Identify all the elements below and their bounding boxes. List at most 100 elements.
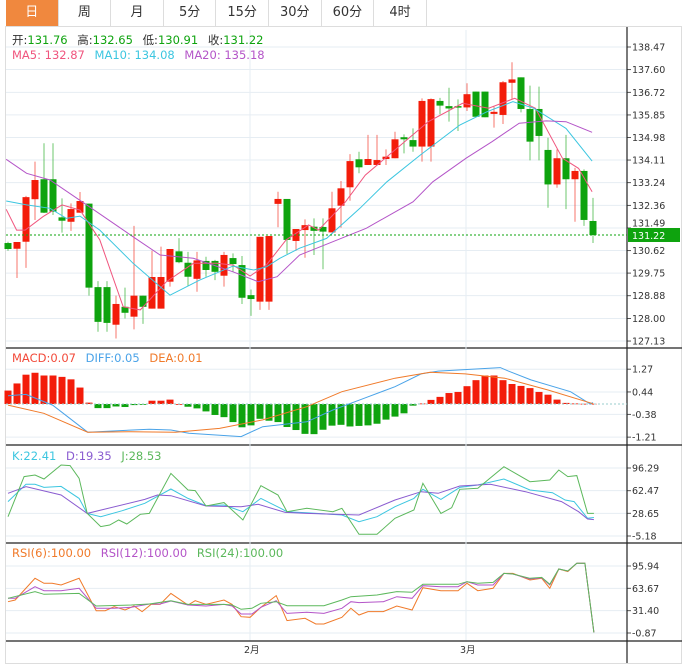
tab-week[interactable]: 周 (59, 0, 112, 26)
macd-bar (274, 404, 282, 423)
rsi24-value: RSI(24):100.00 (196, 546, 284, 560)
candle-up[interactable] (427, 99, 435, 147)
candle-down[interactable] (238, 265, 246, 298)
candle-up[interactable] (553, 158, 561, 185)
candle-down[interactable] (454, 106, 462, 108)
candle-down[interactable] (445, 106, 453, 109)
macd-bar (67, 379, 75, 404)
candle-up[interactable] (130, 295, 138, 317)
candle-up[interactable] (157, 276, 165, 309)
ohlc-legend: 开:131.76 高:132.65 低:130.91 收:131.22 (12, 33, 269, 47)
macd-bar (220, 404, 228, 418)
candle-down[interactable] (589, 220, 597, 235)
tab-day[interactable]: 日 (6, 0, 59, 26)
candle-up[interactable] (193, 260, 201, 279)
candle-up[interactable] (364, 159, 372, 165)
candle-down[interactable] (103, 287, 111, 323)
candle-down[interactable] (229, 258, 237, 265)
candle-up[interactable] (337, 188, 345, 206)
tab-15min[interactable]: 15分 (216, 0, 269, 26)
macd-bar (481, 375, 489, 404)
candle-up[interactable] (166, 248, 174, 282)
macd-bar (202, 404, 210, 412)
candle-down[interactable] (436, 100, 444, 106)
candle-down[interactable] (283, 198, 291, 240)
candle-up[interactable] (22, 197, 30, 242)
tab-60min[interactable]: 60分 (322, 0, 375, 26)
candle-down[interactable] (121, 306, 129, 313)
macd-bar (544, 394, 552, 404)
candle-down[interactable] (580, 170, 588, 220)
x-tick-label: 3月 (460, 645, 476, 656)
macd-bar (4, 390, 12, 404)
candle-up[interactable] (346, 161, 354, 188)
candle-down[interactable] (40, 179, 48, 213)
candle-up[interactable] (13, 241, 21, 249)
candle-up[interactable] (418, 100, 426, 147)
candle-down[interactable] (400, 137, 408, 140)
candle-down[interactable] (544, 149, 552, 185)
high-label: 高: (77, 33, 93, 47)
candle-up[interactable] (112, 303, 120, 325)
candle-up[interactable] (31, 180, 39, 200)
candle-up[interactable] (67, 209, 75, 222)
candle-down[interactable] (319, 226, 327, 232)
candle-up[interactable] (463, 94, 471, 108)
d-value: D:19.35 (66, 449, 112, 463)
y-tick-label: 127.13 (632, 337, 665, 348)
candle-up[interactable] (508, 79, 516, 83)
macd-bar (400, 404, 408, 414)
d-line (7, 483, 594, 521)
candle-down[interactable] (202, 260, 210, 270)
candle-up[interactable] (76, 201, 84, 213)
candle-down[interactable] (247, 295, 255, 300)
candle-down[interactable] (4, 243, 12, 249)
candle-up[interactable] (373, 160, 381, 165)
candle-up[interactable] (499, 82, 507, 115)
macd-bar (391, 404, 399, 417)
tab-4hour[interactable]: 4时 (374, 0, 427, 26)
candle-down[interactable] (94, 287, 102, 322)
y-tick-label: 135.85 (632, 110, 665, 121)
k-line (7, 478, 594, 523)
candle-down[interactable] (58, 217, 66, 221)
candle-down[interactable] (526, 108, 534, 142)
macd-bar (130, 404, 138, 406)
macd-bar (184, 404, 192, 407)
macd-bar (373, 404, 381, 424)
j-value: J:28.53 (121, 449, 162, 463)
candle-up[interactable] (148, 276, 156, 309)
tab-30min[interactable]: 30分 (269, 0, 322, 26)
candle-up[interactable] (220, 254, 228, 276)
candle-down[interactable] (355, 159, 363, 168)
tab-month[interactable]: 月 (111, 0, 164, 26)
macd-bar (490, 375, 498, 404)
y-tick-label: -1.21 (632, 433, 657, 444)
candle-up[interactable] (490, 111, 498, 114)
candle-down[interactable] (211, 260, 219, 272)
macd-bar (445, 393, 453, 404)
candle-up[interactable] (265, 236, 273, 302)
y-tick-label: 131.49 (632, 218, 665, 229)
candle-down[interactable] (310, 226, 318, 231)
candle-down[interactable] (409, 140, 417, 147)
candle-up[interactable] (571, 170, 579, 180)
candle-down[interactable] (49, 179, 57, 212)
tab-5min[interactable]: 5分 (164, 0, 217, 26)
candle-up[interactable] (274, 198, 282, 204)
candle-down[interactable] (535, 108, 543, 136)
candle-down[interactable] (184, 262, 192, 277)
macd-bar (94, 404, 102, 409)
candle-down[interactable] (139, 295, 147, 307)
candle-down[interactable] (481, 91, 489, 118)
dea-line (7, 371, 594, 433)
candle-up[interactable] (391, 139, 399, 159)
candle-up[interactable] (328, 208, 336, 233)
candle-down[interactable] (562, 158, 570, 180)
candle-down[interactable] (85, 203, 93, 288)
y-tick-label: 128.00 (632, 314, 665, 325)
rsi6-value: RSI(6):100.00 (12, 546, 92, 560)
candle-down[interactable] (517, 77, 525, 109)
candle-down[interactable] (472, 91, 480, 117)
